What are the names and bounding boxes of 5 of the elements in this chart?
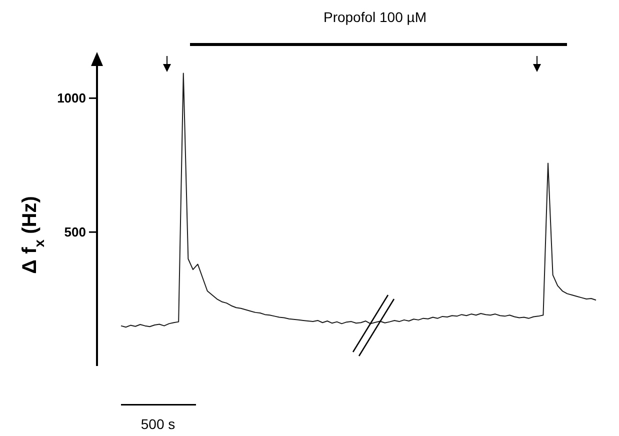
text: 500 s (140, 416, 176, 432)
y-tick-label: 1000 (57, 90, 86, 106)
line-series (120, 72, 596, 328)
text: Propofol 100 µM (323, 9, 427, 25)
y-tick-label: 500 (64, 224, 86, 240)
